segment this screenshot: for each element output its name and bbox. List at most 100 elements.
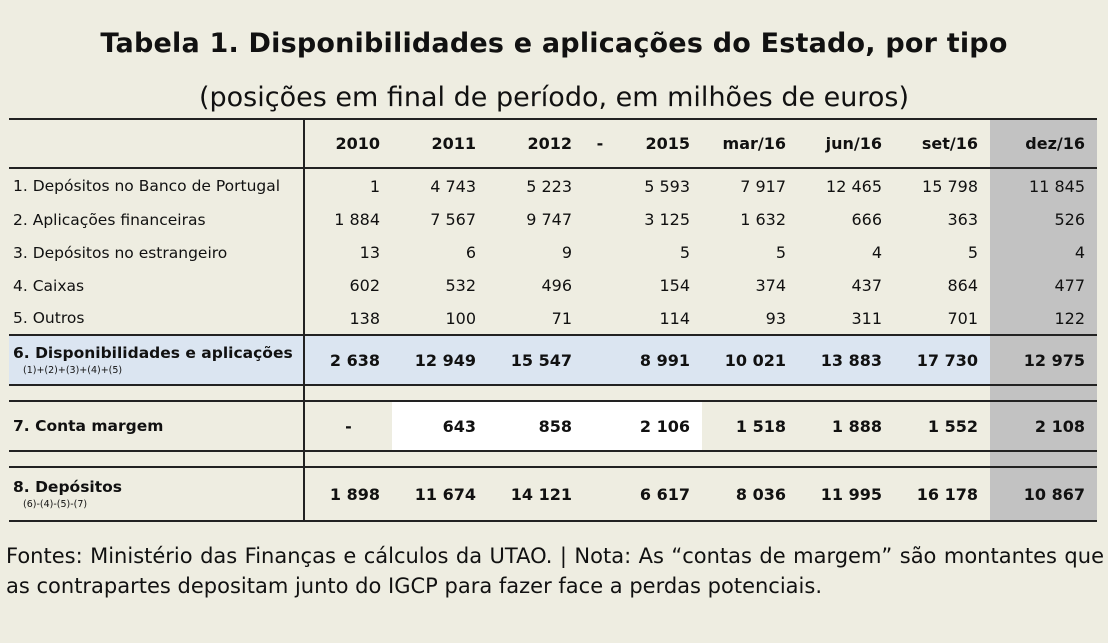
table-cell: 12 975	[990, 334, 1097, 386]
row-label: 3. Depósitos no estrangeiro	[9, 236, 305, 269]
table-cell: 858	[488, 400, 584, 452]
table-cell: 11 674	[392, 466, 488, 522]
header-corner	[9, 118, 305, 169]
table-cell: 4	[990, 236, 1097, 269]
table-cell: 17 730	[894, 334, 990, 386]
table-cell: 16 178	[894, 466, 990, 522]
col-mar16: mar/16	[702, 118, 798, 169]
table-cell: 100	[445, 308, 476, 328]
table-cell: 9	[561, 243, 572, 262]
col-jun16: jun/16	[798, 118, 894, 169]
table-cell: 2 106	[616, 400, 702, 452]
row-label: 2. Aplicações financeiras	[9, 203, 305, 236]
table-cell: 8 991	[616, 334, 702, 386]
table-cell: 5	[967, 243, 978, 262]
col-2010: 2010	[304, 118, 392, 169]
table-cell	[584, 203, 616, 236]
spacer-row	[9, 451, 1097, 467]
table-cell: 1 898	[304, 466, 392, 522]
margin-row: 7. Conta margem - 643 858 2 106 1 518 1 …	[9, 400, 1097, 452]
table-cell: 7 567	[430, 210, 476, 229]
table-cell: 1 884	[334, 210, 380, 229]
table-cell: 496	[541, 276, 572, 295]
table-cell: 6	[465, 243, 476, 262]
table-cell: 1 888	[798, 400, 894, 452]
table-cell: 1 518	[702, 400, 798, 452]
table-cell: 4 743	[430, 176, 476, 196]
table-cell: 5	[775, 243, 786, 262]
table-cell: 666	[851, 210, 882, 229]
table-cell: 5	[679, 243, 690, 262]
table-cell: 5 593	[644, 176, 690, 196]
col-dez16: dez/16	[990, 118, 1097, 169]
table-cell: 7 917	[740, 176, 786, 196]
col-2012: 2012	[488, 118, 584, 169]
table-cell: 11 845	[990, 168, 1097, 203]
table-cell	[584, 334, 616, 386]
spacer-row	[9, 385, 1097, 401]
table-cell	[584, 466, 616, 522]
col-2015: 2015	[616, 118, 702, 169]
table-cell: 12 465	[826, 176, 882, 196]
table-cell: 532	[445, 276, 476, 295]
col-set16: set/16	[894, 118, 990, 169]
table-cell	[584, 400, 616, 452]
table-cell: 526	[990, 203, 1097, 236]
table-cell: 701	[947, 308, 978, 328]
total-label: 6. Disponibilidades e aplicações	[13, 344, 293, 362]
total-row: 6. Disponibilidades e aplicações (1)+(2)…	[9, 334, 1097, 386]
table-cell: 93	[765, 308, 786, 328]
row-label: 7. Conta margem	[9, 400, 305, 452]
deposits-label: 8. Depósitos	[13, 478, 123, 496]
table-cell: 602	[349, 276, 380, 295]
header-row: 2010 2011 2012 - 2015 mar/16 jun/16 set/…	[9, 118, 1097, 169]
table-cell	[584, 168, 616, 203]
data-table: 2010 2011 2012 - 2015 mar/16 jun/16 set/…	[9, 118, 1097, 522]
table-cell: 15 798	[922, 176, 978, 196]
table-cell: 3 125	[644, 210, 690, 229]
table-row: 1. Depósitos no Banco de Portugal 1 4 74…	[9, 168, 1097, 203]
table-cell: 2 638	[304, 334, 392, 386]
table-cell: 374	[755, 276, 786, 295]
table-cell: 13 883	[798, 334, 894, 386]
table-cell: 138	[349, 308, 380, 328]
col-2011: 2011	[392, 118, 488, 169]
table-cell: 643	[392, 400, 488, 452]
row-label: 1. Depósitos no Banco de Portugal	[9, 168, 305, 203]
table-cell: 6 617	[616, 466, 702, 522]
table-cell: 1 632	[740, 210, 786, 229]
table-cell: 12 949	[392, 334, 488, 386]
table-cell: 5 223	[526, 176, 572, 196]
table-cell: 10 867	[990, 466, 1097, 522]
total-formula: (1)+(2)+(3)+(4)+(5)	[23, 365, 123, 376]
deposits-formula: (6)-(4)-(5)-(7)	[23, 499, 88, 510]
table-row: 3. Depósitos no estrangeiro 13 6 9 5 5 4…	[9, 236, 1097, 269]
table-cell: 2 108	[990, 400, 1097, 452]
table-cell: 477	[990, 269, 1097, 302]
table-cell: 8 036	[702, 466, 798, 522]
table-title: Tabela 1. Disponibilidades e aplicações …	[100, 28, 1008, 59]
col-gap: -	[584, 118, 616, 169]
table-cell	[584, 269, 616, 302]
table-row: 2. Aplicações financeiras 1 884 7 567 9 …	[9, 203, 1097, 236]
table-cell: 15 547	[488, 334, 584, 386]
table-cell: 1 552	[894, 400, 990, 452]
row-label: 4. Caixas	[9, 269, 305, 302]
table-cell: 1	[369, 176, 380, 196]
source-note: Fontes: Ministério das Finanças e cálcul…	[6, 544, 1104, 598]
table-cell: 4	[871, 243, 882, 262]
table-cell: 13	[359, 243, 380, 262]
table-cell: 114	[659, 308, 690, 328]
table-cell: 437	[851, 276, 882, 295]
table-cell: 71	[551, 308, 572, 328]
row-label: 6. Disponibilidades e aplicações (1)+(2)…	[9, 334, 305, 386]
deposits-row: 8. Depósitos (6)-(4)-(5)-(7) 1 898 11 67…	[9, 466, 1097, 522]
table-cell	[584, 236, 616, 269]
table-row: 4. Caixas 602 532 496 154 374 437 864 47…	[9, 269, 1097, 302]
table-cell: 864	[947, 276, 978, 295]
table-cell: 363	[947, 210, 978, 229]
table-cell	[584, 302, 616, 335]
table-cell: 311	[851, 308, 882, 328]
row-label: 8. Depósitos (6)-(4)-(5)-(7)	[9, 466, 305, 522]
table-cell: 9 747	[526, 210, 572, 229]
